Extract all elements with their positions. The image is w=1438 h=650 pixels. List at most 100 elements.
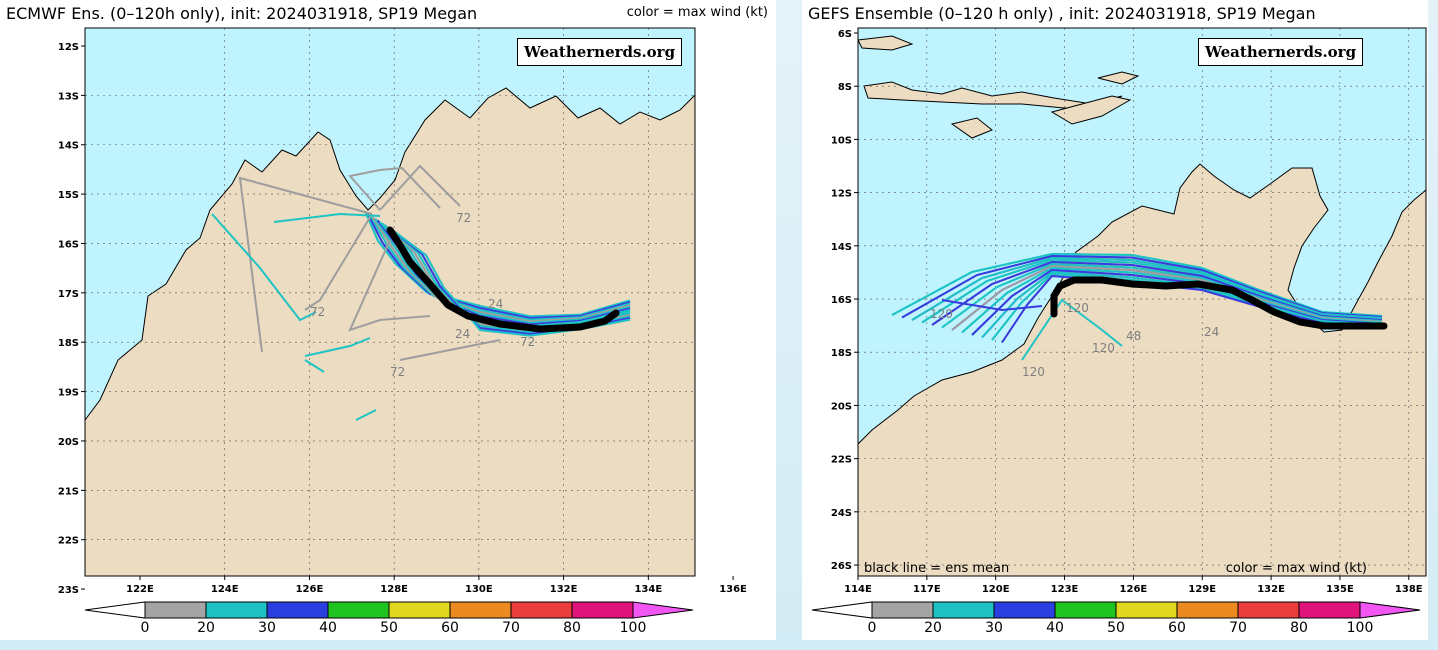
ensemble-member-track [304,213,373,311]
forecast-hour-label: 72 [456,211,471,225]
colorbar-tick-label: 100 [620,620,647,636]
colorbar-tick-label: 40 [319,620,337,636]
lon-label: 135E [1326,584,1354,595]
ensemble-member-track [911,256,1383,321]
ecmwf-watermark: Weathernerds.org [517,38,683,66]
ensemble-member-track [941,299,1043,312]
ensemble-member-track [273,212,381,223]
ecmwf-panel: ECMWF Ens. (0–120h only), init: 20240319… [6,4,768,636]
colorbar-tick-label: 70 [1229,620,1247,636]
ecmwf-gridlines [85,28,695,576]
gefs-lon-labels: 114E 117E 120E 123E 126E 129E 132E 135E 138E [844,576,1423,595]
colorbar-segment [1176,601,1239,619]
lon-label: 117E [913,584,941,595]
lon-label: 120E [982,584,1010,595]
ecmwf-colorbar: 0 20 30 40 50 60 70 80 100 [84,601,694,636]
colorbar-tick-label: 80 [1290,620,1308,636]
colorbar-segment [932,601,995,619]
gefs-map: 6S 8S 10S 12S 14S 16S 18S 20S 22S 24S 26S 114E 117E… [811,27,1427,636]
ensemble-member-track [399,339,501,361]
colorbar-tick-label: 40 [1046,620,1064,636]
ecmwf-map-ocean [84,27,696,422]
gefs-watermark: Weathernerds.org [1198,38,1364,66]
colorbar-high-arrow [1359,601,1421,619]
ensemble-member-track [304,337,371,357]
colorbar-segment [266,601,329,619]
colorbar-segment [1237,601,1300,619]
ensemble-member-track [891,252,1383,317]
forecast-hour-label: 24 [455,327,470,341]
ecmwf-ensemble-mean-track [386,226,620,333]
colorbar-segment [144,601,207,619]
colorbar-segment [449,601,512,619]
ensemble-member-track [304,359,325,373]
lon-label: 134E [634,584,662,595]
colorbar-tick-label: 100 [1347,620,1374,636]
lon-label: 132E [550,584,578,595]
lat-label: 13S [58,91,79,102]
ecmwf-legend-text: color = max wind (kt) [626,5,768,20]
ecmwf-hour-labels: 72 72 72 24 24 72 [310,211,535,379]
colorbar-low-arrow [811,601,873,619]
lon-label: 138E [1395,584,1423,595]
forecast-hour-label: 72 [520,335,535,349]
ensemble-member-track [355,409,377,421]
ensemble-member-track [238,176,373,353]
colorbar-tick-label: 50 [1107,620,1125,636]
ensemble-member-track [1021,298,1123,361]
colorbar-segment [1115,601,1178,619]
colorbar-tick-label: 60 [1168,620,1186,636]
lat-label: 23S [58,585,79,596]
colorbar-segment [571,601,634,619]
forecast-hour-label: 72 [310,305,325,319]
colorbar-tick-label: 0 [141,620,150,636]
forecast-hour-label: 72 [390,365,405,379]
lon-label: 128E [380,584,408,595]
colorbar-tick-label: 60 [441,620,459,636]
lat-label: 6S [838,29,852,40]
lat-label: 12S [831,189,852,200]
gefs-ensemble-mean-track [1050,276,1388,330]
ensemble-member-track [901,254,1383,319]
lat-label: 26S [831,561,852,572]
colorbar-tick-label: 20 [197,620,215,636]
forecast-hour-label: 24 [1204,325,1219,339]
ensemble-member-track [379,164,461,211]
colorbar-tick-label: 20 [924,620,942,636]
colorbar-tick-label: 80 [563,620,581,636]
lat-label: 15S [58,190,79,201]
lat-label: 17S [58,289,79,300]
ensemble-member-track [961,266,1383,334]
forecast-hour-label: 120 [930,307,953,321]
colorbar-tick-label: 30 [258,620,276,636]
forecast-hour-label: 120 [1022,365,1045,379]
gefs-island-wetar [1097,71,1140,85]
lat-label: 16S [58,239,79,250]
lat-label: 20S [831,401,852,412]
ensemble-member-track [971,268,1383,336]
gefs-colorbar: 0 20 30 40 50 60 70 80 100 [811,601,1421,636]
gefs-gridlines [858,28,1426,576]
gefs-title-text: GEFS Ensemble (0–120 h only) , init: 202… [808,4,1316,23]
lon-label: 114E [844,584,872,595]
lat-label: 8S [838,82,852,93]
gefs-note-color: color = max wind (kt) [1226,561,1367,576]
lon-label: 126E [1120,584,1148,595]
ecmwf-lat-labels: 12S 13S 14S 15S 16S 17S 18S 19S 20S 21S 22S 23S [58,42,85,596]
lon-label: 132E [1257,584,1285,595]
colorbar-segment [205,601,268,619]
ecmwf-map-frame [84,27,696,577]
colorbar-segment [327,601,390,619]
lon-label: 130E [465,584,493,595]
lon-label: 123E [1051,584,1079,595]
ensemble-member-track [941,262,1383,329]
lon-label: 124E [211,584,239,595]
gefs-panel: GEFS Ensemble (0–120 h only) , init: 202… [802,0,1428,640]
colorbar-segment [1298,601,1361,619]
forecast-hour-label: 24 [488,297,503,311]
colorbar-tick-label: 30 [985,620,1003,636]
colorbar-segment [993,601,1056,619]
lat-label: 21S [58,486,79,497]
lon-label: 122E [126,584,154,595]
colorbar-tick-label: 0 [868,620,877,636]
